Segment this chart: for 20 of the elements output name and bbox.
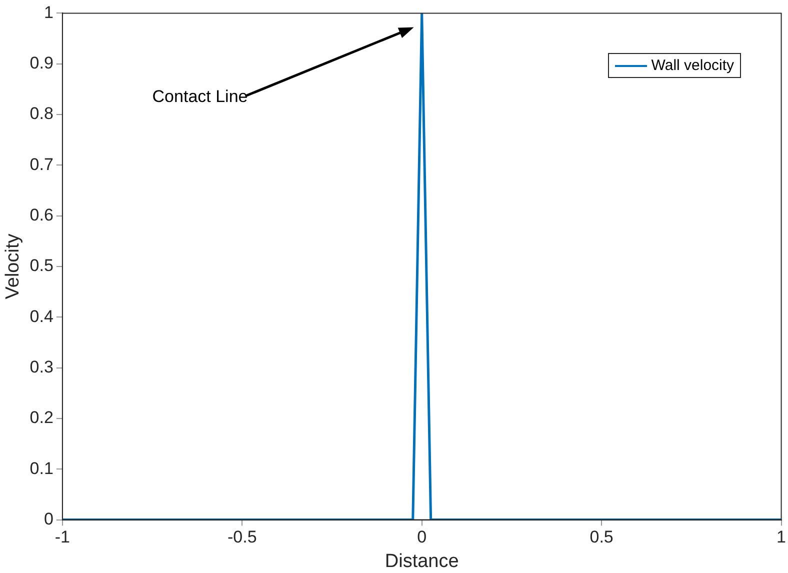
y-tick-label: 0.4	[30, 306, 54, 326]
y-axis-title: Velocity	[2, 233, 24, 300]
x-axis-title: Distance	[384, 550, 459, 572]
y-tick-label: 0.6	[30, 206, 54, 225]
x-tick-label: 0	[417, 528, 427, 547]
y-tick-label: 0	[44, 509, 54, 528]
x-tick-label: 0.5	[590, 528, 614, 547]
y-tick-label: 0.3	[30, 358, 54, 377]
x-tick-label: -0.5	[227, 528, 257, 547]
y-tick-label: 0.1	[30, 458, 54, 478]
x-tick-label: -1	[54, 528, 70, 547]
y-tick-label: 0.7	[30, 154, 54, 174]
x-tick-label: 1	[776, 528, 786, 547]
y-tick-label: 0.8	[30, 104, 54, 124]
legend-label: Wall velocity	[651, 57, 734, 74]
y-tick-label: 0.2	[30, 408, 54, 428]
y-tick-label: 0.5	[30, 256, 54, 276]
annotation: Contact Line	[152, 86, 248, 106]
y-tick-label: 1	[44, 2, 54, 22]
y-tick-label: 0.9	[30, 54, 54, 73]
